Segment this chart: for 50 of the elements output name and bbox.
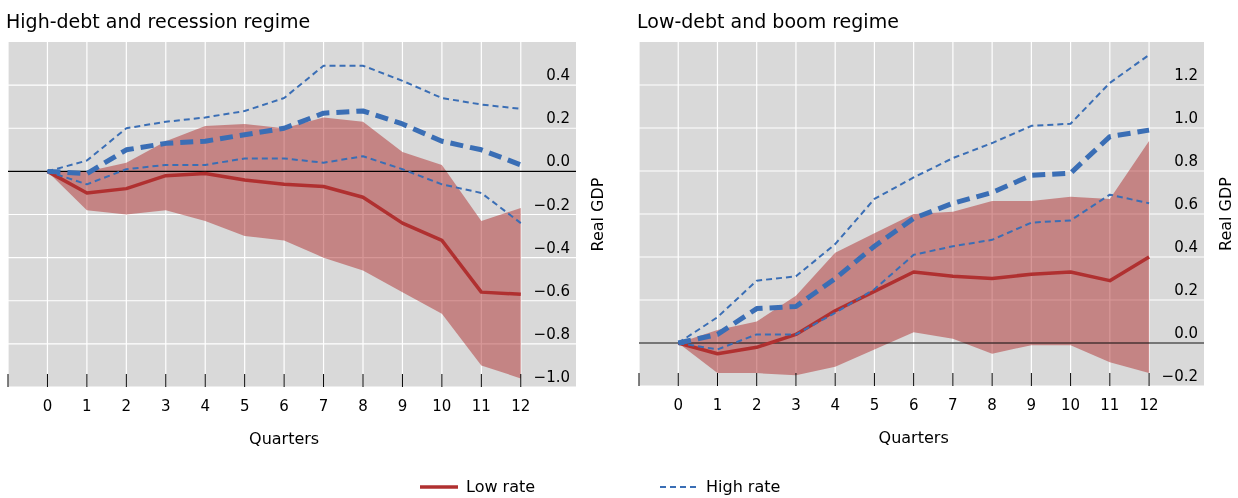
x-tick-label: 6	[908, 396, 919, 414]
x-tick-label: 2	[751, 396, 762, 414]
x-tick-label: 4	[830, 396, 840, 414]
x-tick-label: 9	[397, 397, 408, 415]
y-tick-label: 0.0	[546, 152, 570, 171]
x-tick-label: 1	[712, 396, 723, 414]
y-tick-label: 0.8	[1174, 152, 1198, 170]
x-tick-label: 6	[279, 397, 289, 415]
y-axis-title: Real GDP	[588, 177, 607, 252]
x-tick-label: 7	[948, 396, 958, 414]
x-tick-label: 12	[1139, 396, 1159, 414]
x-tick-label: 5	[869, 396, 880, 414]
y-tick-label: 0.2	[546, 109, 570, 128]
x-tick-label: 12	[511, 397, 531, 415]
x-tick-label: 11	[1100, 396, 1120, 414]
y-tick-label: −0.6	[533, 281, 570, 300]
chart-title: High-debt and recession regime	[6, 10, 311, 32]
y-tick-label: 1.0	[1174, 109, 1198, 127]
chart-title: Low-debt and boom regime	[637, 10, 899, 32]
y-tick-label: 0.0	[1174, 324, 1198, 342]
x-tick-label: 4	[200, 397, 210, 415]
y-tick-label: 0.2	[1174, 281, 1198, 299]
y-tick-label: −0.4	[533, 238, 570, 257]
y-tick-label: 0.4	[546, 66, 570, 85]
x-tick-label: 2	[121, 397, 132, 415]
x-tick-label: 8	[358, 397, 368, 415]
x-tick-label: 1	[82, 397, 92, 415]
y-tick-label: 0.6	[1174, 195, 1198, 213]
y-tick-label: −0.8	[533, 324, 570, 343]
x-tick-label: 5	[239, 397, 250, 415]
y-tick-label: −0.2	[533, 195, 570, 214]
y-tick-label: 0.4	[1174, 238, 1198, 256]
legend-label: Low rate	[466, 476, 536, 496]
x-tick-label: 9	[1026, 396, 1037, 414]
y-tick-label: 1.2	[1174, 66, 1198, 84]
y-tick-label: −0.2	[1161, 367, 1198, 385]
x-tick-label: 0	[42, 397, 53, 415]
x-tick-label: 0	[673, 396, 684, 414]
y-tick-label: −1.0	[533, 368, 570, 386]
x-axis-title: Quarters	[878, 428, 949, 447]
legend-label: High rate	[706, 476, 781, 496]
x-tick-label: 3	[161, 397, 171, 415]
x-tick-label: 11	[471, 397, 491, 415]
x-tick-label: 10	[1061, 396, 1081, 414]
x-tick-label: 10	[432, 397, 452, 415]
x-tick-label: 3	[791, 396, 801, 414]
x-tick-label: 8	[987, 396, 997, 414]
x-tick-label: 7	[318, 397, 329, 415]
y-axis-title: Real GDP	[1216, 176, 1235, 251]
x-axis-title: Quarters	[249, 429, 320, 448]
